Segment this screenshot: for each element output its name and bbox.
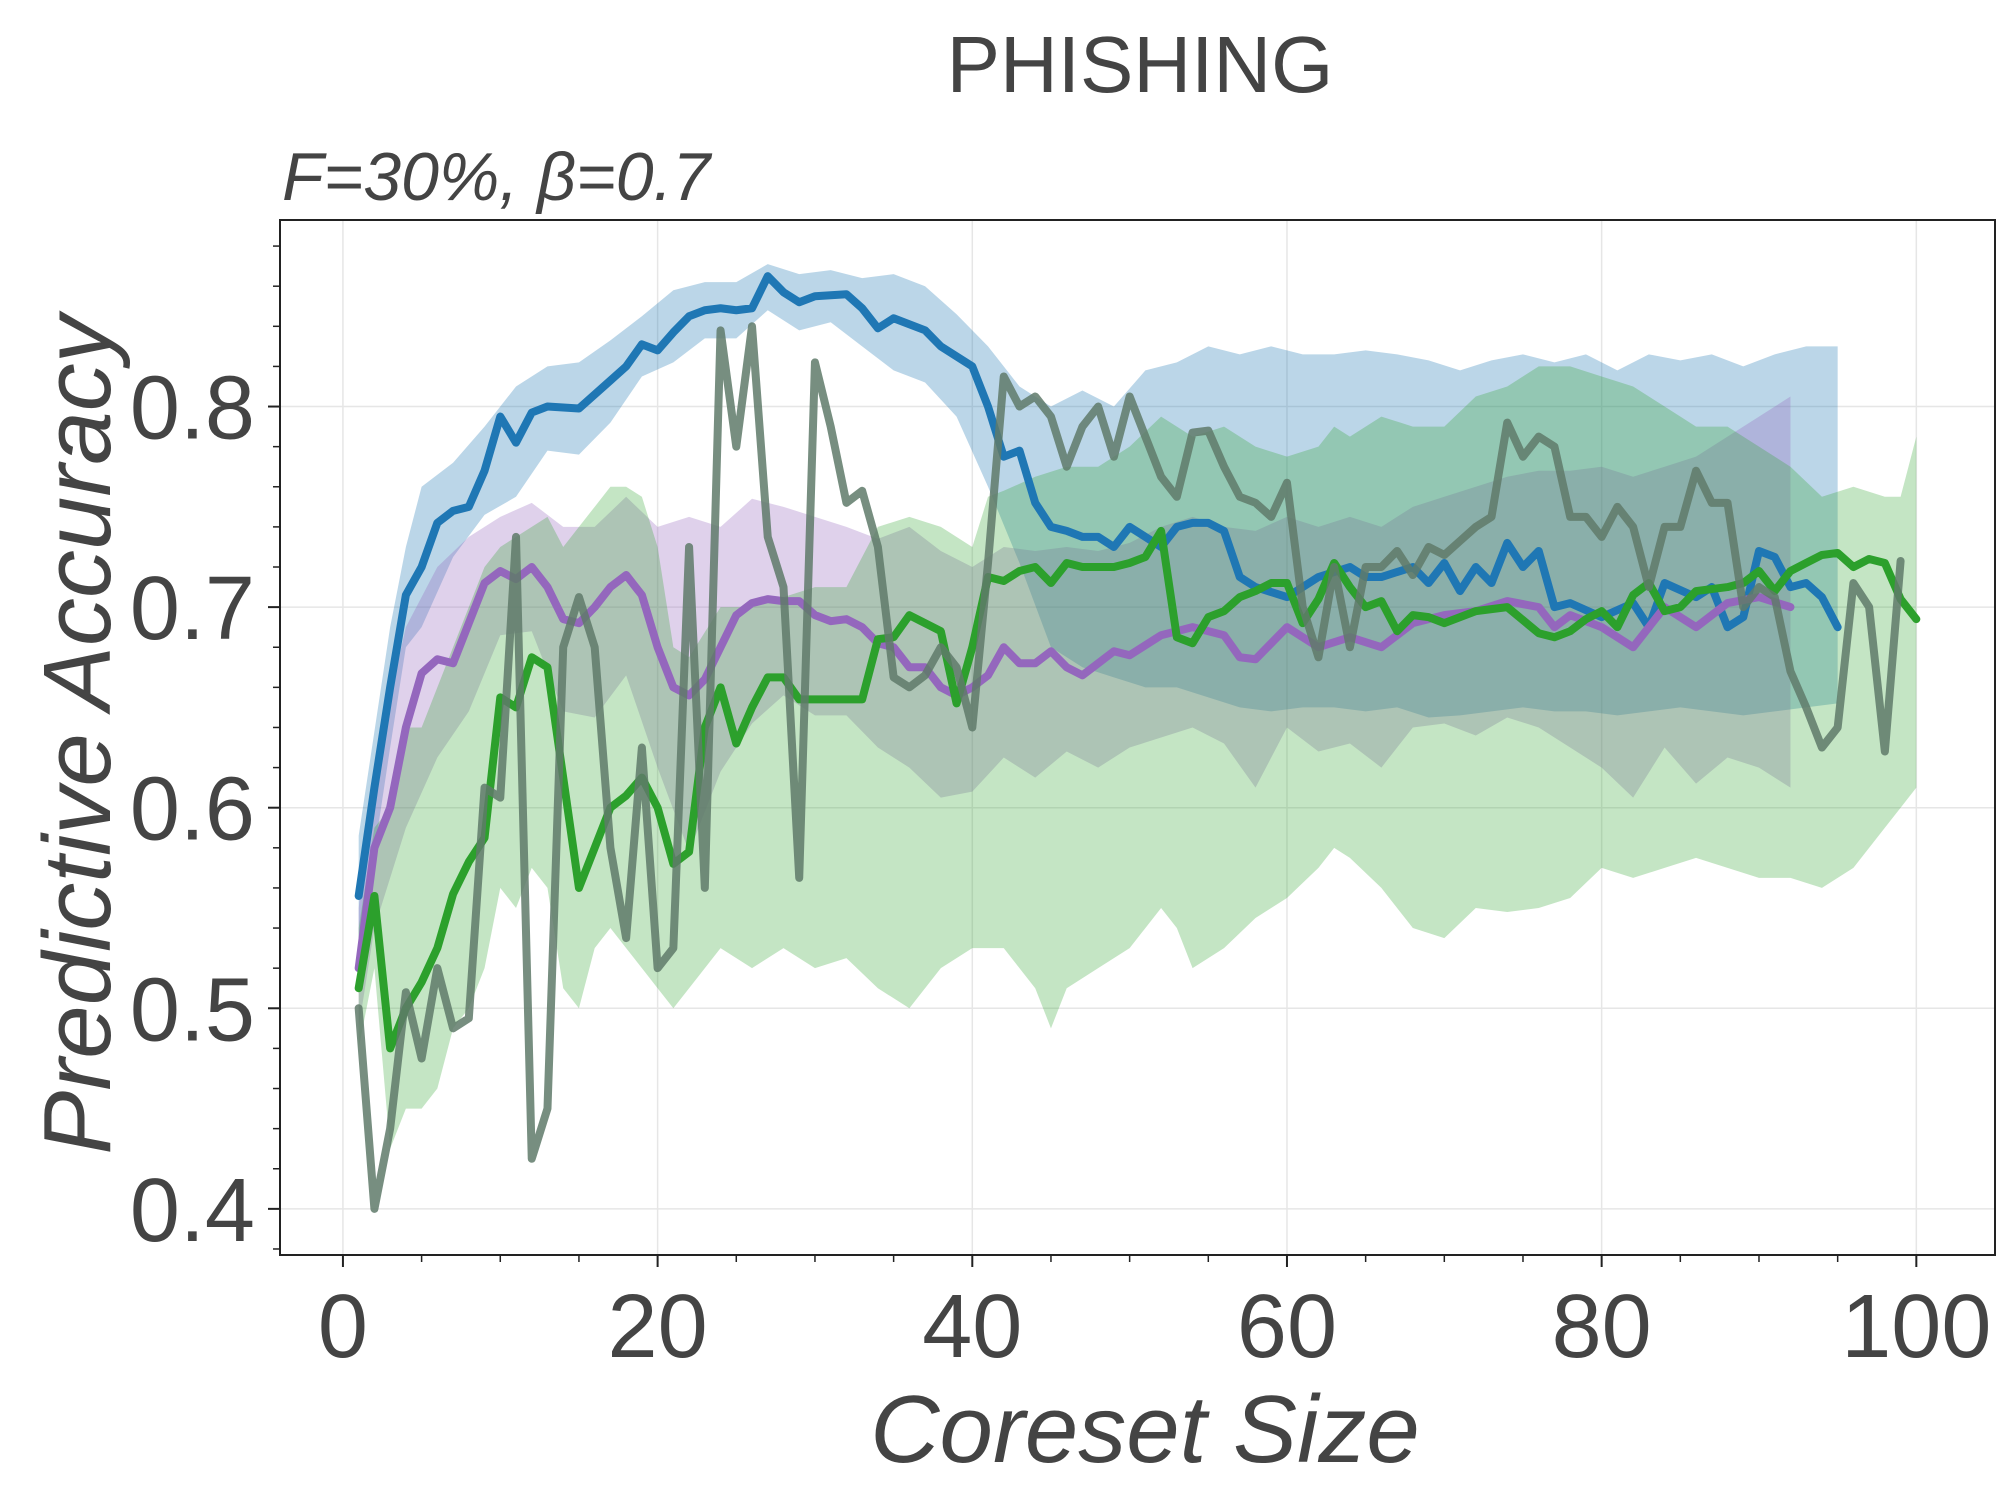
y-tick-label: 0.5 — [130, 960, 255, 1060]
x-tick-label: 80 — [1552, 1277, 1652, 1377]
x-tick-label: 20 — [608, 1277, 708, 1377]
plot-frame — [279, 219, 1996, 1256]
x-axis-ticks: 0 20 40 60 80 100 — [318, 1255, 1991, 1377]
y-tick-label: 0.4 — [130, 1161, 255, 1261]
series-lines — [354, 272, 1921, 1213]
series-4-line — [354, 322, 1905, 1213]
x-tick-label: 60 — [1237, 1277, 1337, 1377]
x-tick-label: 0 — [318, 1277, 368, 1377]
series-1-band — [358, 264, 1838, 957]
series-3-line — [354, 526, 1921, 1053]
y-tick-label: 0.8 — [130, 359, 255, 459]
chart-title: PHISHING — [947, 20, 1334, 109]
y-tick-label: 0.7 — [130, 559, 255, 659]
series-3-band — [358, 366, 1917, 1149]
series-1-line — [354, 272, 1842, 900]
y-axis-ticks: 0.4 0.5 0.6 0.7 0.8 — [130, 245, 280, 1261]
x-tick-label: 40 — [922, 1277, 1022, 1377]
x-tick-label: 100 — [1841, 1277, 1991, 1377]
chart-subtitle: F=30%, β=0.7 — [282, 139, 712, 215]
y-tick-label: 0.6 — [130, 760, 255, 860]
y-axis-label: Predictive Accuracy — [24, 310, 131, 1154]
x-axis-label: Coreset Size — [870, 1376, 1420, 1483]
